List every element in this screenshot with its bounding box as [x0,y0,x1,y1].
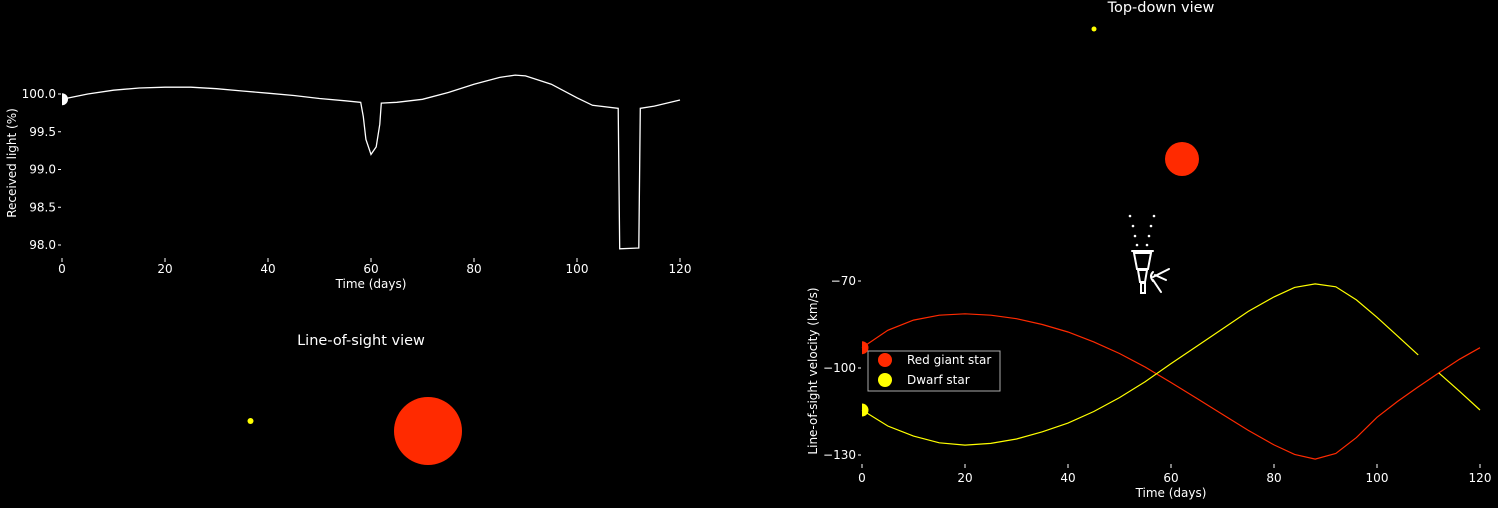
legend: Red giant star Dwarf star [867,350,1001,392]
rv-ytick-label: −100 [823,361,856,375]
velocity-xlabel: Time (days) [1135,486,1207,500]
lc-ytick-label: 98.0 [29,238,56,252]
rv-xtick-label: 40 [1060,471,1075,485]
light-curve-xlabel: Time (days) [335,277,407,291]
red-giant-time-marker [862,341,869,355]
top-down-dwarf-star [1091,26,1097,32]
legend-dwarf-label: Dwarf star [907,373,970,387]
rv-ytick-label: −130 [823,448,856,462]
rv-ytick-label: −70 [831,274,856,288]
velocity-ylabel: Line-of-sight velocity (km/s) [806,287,820,454]
legend-red-giant-marker [878,353,892,367]
legend-red-giant-label: Red giant star [907,353,991,367]
velocity-chart: Line-of-sight velocity (km/s) Time (days… [806,274,1491,500]
rv-xtick-label: 0 [858,471,866,485]
lc-xtick-label: 40 [260,262,275,276]
rv-xtick-label: 80 [1266,471,1281,485]
los-red-giant [394,397,462,465]
line-of-sight-view: Line-of-sight view [247,333,462,465]
light-curve-time-marker [62,93,68,106]
line-of-sight-title: Line-of-sight view [297,333,425,349]
rv-xtick-label: 20 [957,471,972,485]
lc-ytick-label: 99.0 [29,163,56,177]
lc-xtick-label: 100 [566,262,589,276]
rv-xtick-label: 100 [1366,471,1389,485]
los-dwarf-star [247,418,254,424]
light-curve-ylabel: Received light (%) [5,108,19,218]
top-down-view: Top-down view [1091,0,1215,294]
light-curve-chart: Received light (%) Time (days) 0 20 40 60 80… [5,74,692,291]
top-down-red-giant [1165,142,1199,176]
lc-xtick-label: 20 [157,262,172,276]
telescope-with-person-icon [1128,214,1170,294]
lc-ytick-label: 100.0 [22,87,56,101]
lc-ytick-label: 99.5 [29,125,56,139]
lc-xtick-label: 120 [669,262,692,276]
lc-xtick-label: 80 [466,262,481,276]
legend-dwarf-marker [878,373,892,387]
lc-ytick-label: 98.5 [29,200,56,214]
red-giant-velocity-line [861,313,1481,460]
lc-xtick-label: 0 [58,262,66,276]
rv-xtick-label: 60 [1163,471,1178,485]
light-curve-line [61,74,681,250]
dwarf-velocity-line [861,283,1481,446]
top-down-title: Top-down view [1107,0,1215,16]
dwarf-time-marker [862,403,869,417]
lc-xtick-label: 60 [363,262,378,276]
rv-xtick-label: 120 [1469,471,1492,485]
